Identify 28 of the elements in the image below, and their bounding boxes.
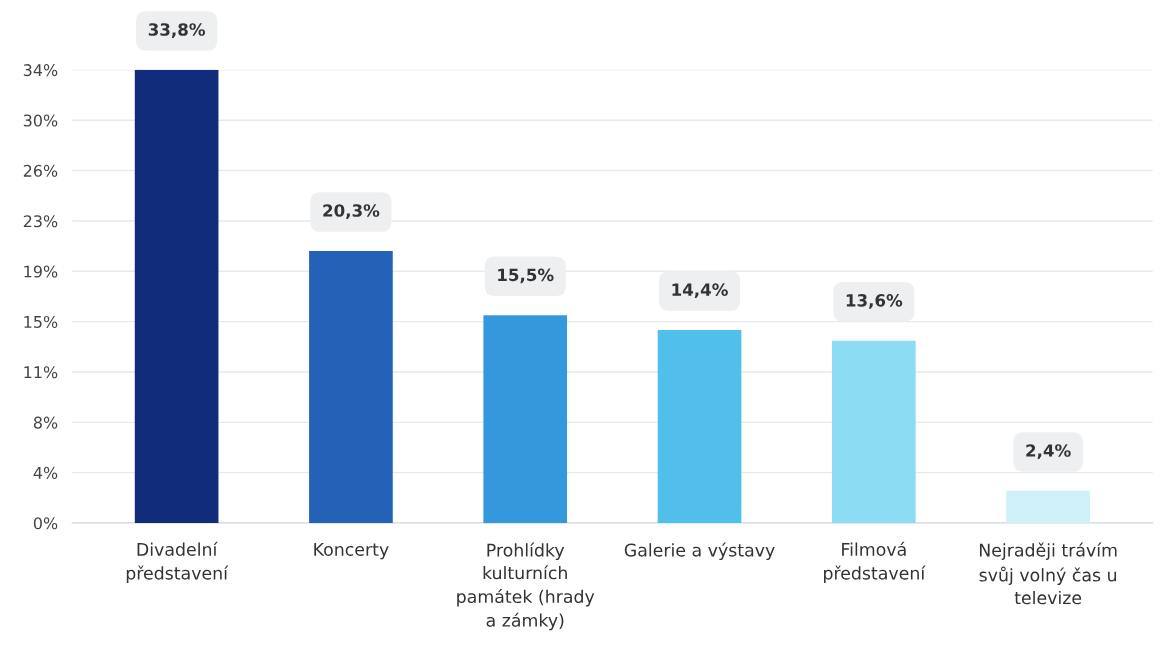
x-tick-label: Galerie a výstavy [624, 542, 775, 560]
data-label: 13,6% [846, 294, 903, 309]
bar [309, 250, 393, 524]
y-tick-label: 4% [33, 466, 58, 479]
x-tick-label: Nejraději trávím svůj volný čas u televize [979, 542, 1117, 605]
y-tick-label: 15% [24, 315, 58, 328]
x-tick-label: Filmová představení [824, 541, 926, 584]
y-tick-label: 0% [33, 517, 58, 530]
data-label: 20,3% [323, 204, 380, 219]
bar [483, 315, 568, 524]
x-tick-label: Divadelní představení [126, 541, 229, 584]
bar [134, 69, 219, 524]
data-label: 33,8% [148, 23, 205, 38]
y-tick-label: 26% [23, 164, 58, 177]
y-tick-label: 30% [23, 114, 58, 127]
y-tick-label: 34% [23, 64, 58, 77]
bar [831, 340, 916, 524]
y-tick-label: 11% [24, 366, 58, 379]
bar [657, 329, 742, 524]
data-label: 14,4% [672, 283, 728, 299]
bar [1006, 490, 1090, 524]
y-tick-label: 19% [24, 265, 58, 278]
data-label: 2,4% [1026, 444, 1071, 459]
data-label: 15,5% [498, 268, 554, 284]
y-tick-label: 8% [33, 416, 58, 429]
x-tick-label: Koncerty [314, 543, 389, 560]
x-tick-label: Prohlídky kulturních památek (hrady a zámky) [457, 542, 595, 631]
y-tick-label: 23% [23, 215, 58, 228]
